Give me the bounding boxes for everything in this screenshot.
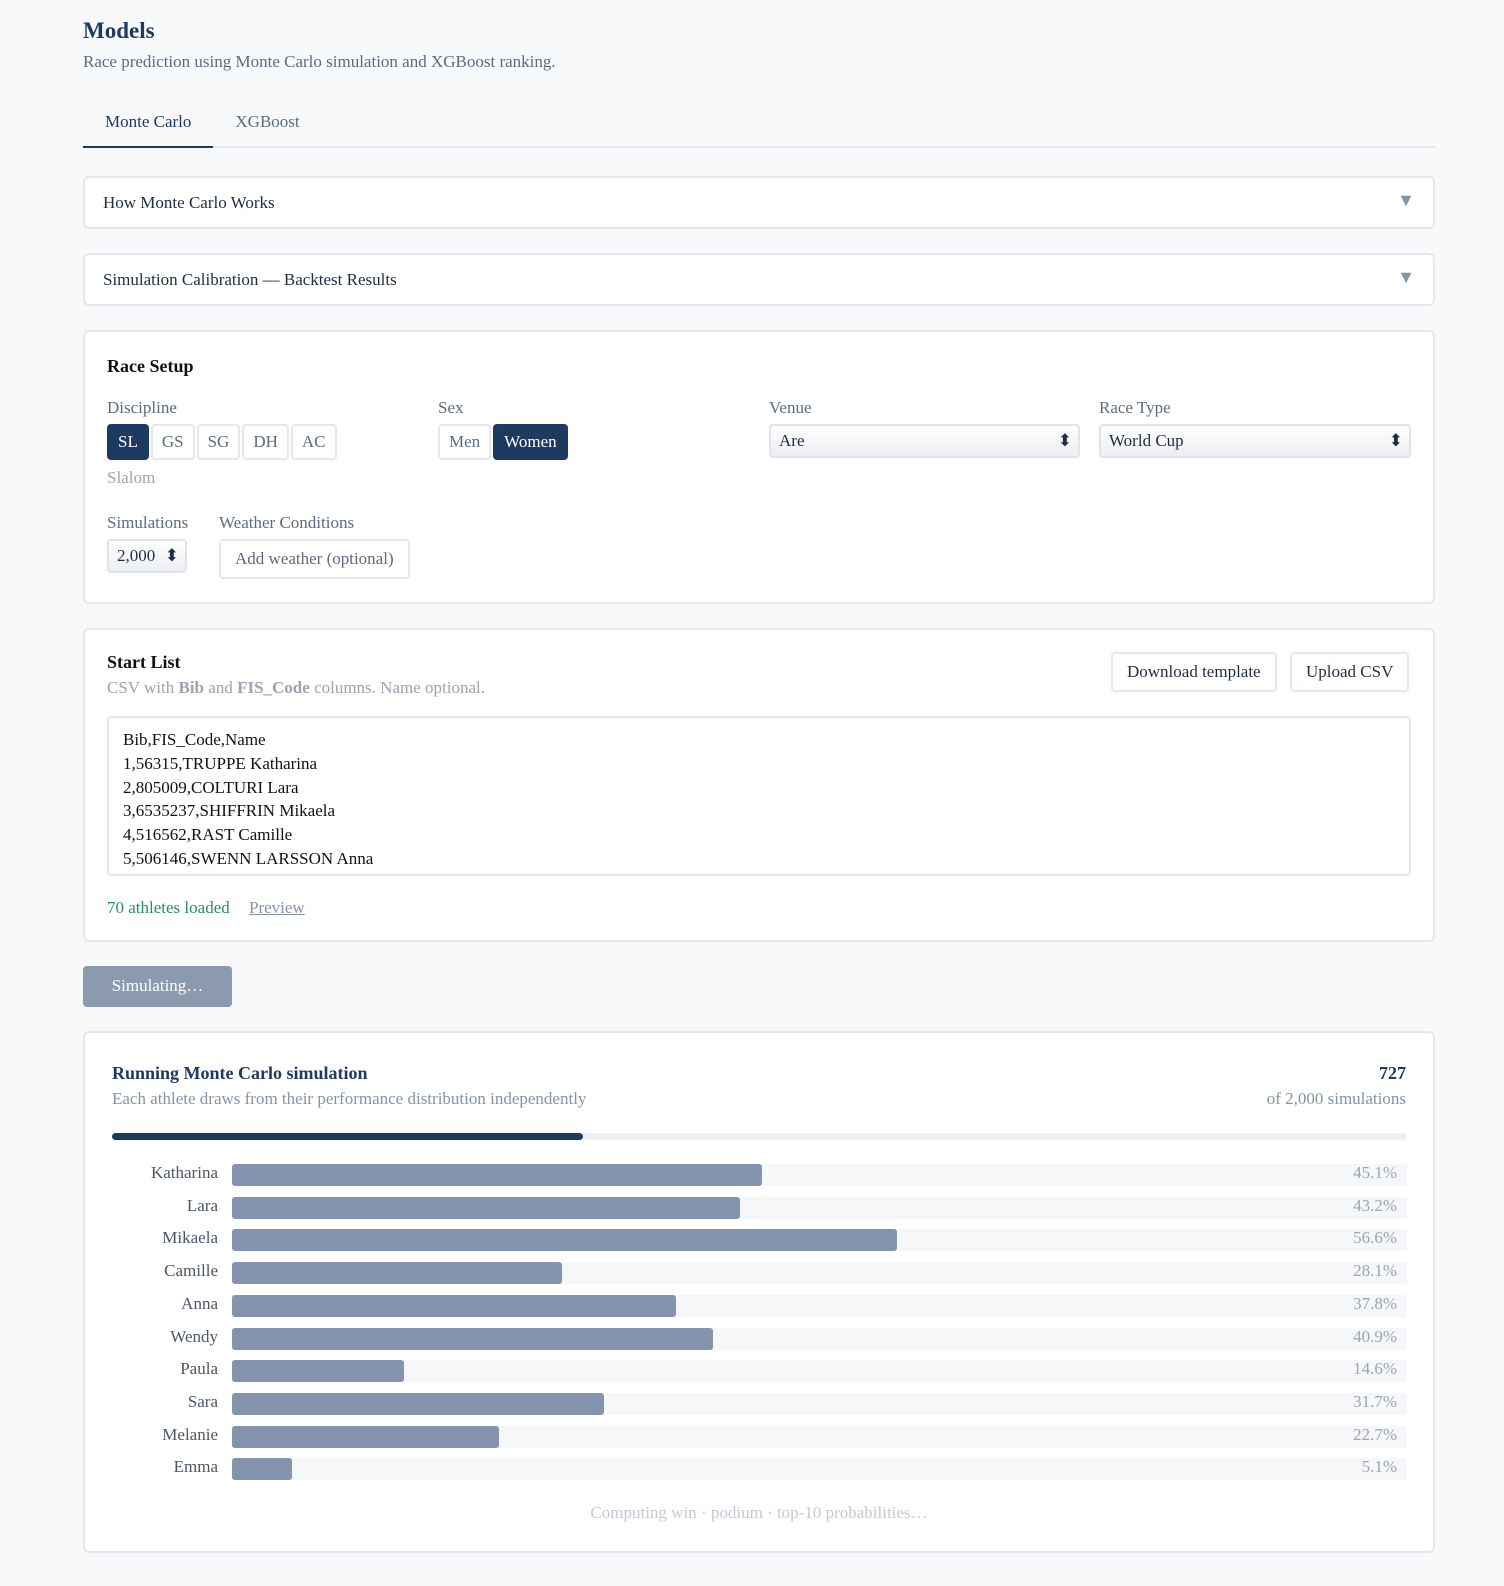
bar [232,1458,292,1481]
discipline-name: Slalom [107,468,156,487]
upload-button[interactable]: Upload CSV [1290,652,1410,692]
bar-track [232,1360,1407,1383]
page-subtitle: Race prediction using Monte Carlo simula… [83,52,556,71]
csv-line: 4,516562,RAST Camille [123,825,293,845]
text: CSV with [107,678,179,697]
athlete-name: Anna [181,1293,218,1313]
venue-select[interactable]: Are [769,424,1080,458]
tab[interactable]: XGBoost [235,112,300,131]
discipline-button[interactable]: SG [196,424,241,460]
simulation-card: Running Monte Carlo simulation Each athl… [83,1031,1435,1553]
athlete-name: Mikaela [162,1228,218,1248]
csv-line: 1,56315,TRUPPE Katharina [123,753,318,773]
text: FIS_Code [237,678,310,697]
sex-button[interactable]: Women [493,424,568,460]
bar [232,1327,713,1350]
race-setup-card: Race Setup Discipline SL GS SG DH AC Slalom … [83,330,1435,604]
csv-line: 3,6535237,SHIFFRIN Mikaela [123,801,336,821]
label: Race Type [1099,398,1171,417]
accordion[interactable]: Simulation Calibration — Backtest Result… [83,253,1435,306]
csv-line: 2,805009,COLTURI Lara [123,777,299,797]
card-title: Race Setup [107,356,194,376]
sex-buttons: Men Women [438,424,570,460]
bar-track [232,1392,1407,1415]
text: Bib [178,678,205,697]
race-type-select[interactable]: World Cup [1099,424,1411,458]
status: 70 athletes loaded [107,898,230,917]
download-button[interactable]: Download template [1111,652,1277,692]
weather-button[interactable]: Add weather (optional) [219,539,410,579]
sex-button[interactable]: Men [438,424,492,460]
bar-track [232,1327,1407,1350]
tab[interactable]: Monte Carlo [83,104,214,148]
bar-track [232,1294,1407,1317]
card-title: Start List [107,652,181,672]
label: Simulations [107,513,189,532]
bar-value: 43.2% [1353,1195,1397,1215]
completed-count: 727 [1379,1063,1406,1083]
progress-bar [112,1133,583,1140]
bar-value: 45.1% [1353,1163,1397,1182]
app: Models Race prediction using Monte Carlo… [83,0,1435,1553]
athlete-name: Melanie [162,1424,218,1444]
card-subtitle: Each athlete draws from their performanc… [112,1089,587,1108]
footer-note: Computing win · podium · top-10 probabil… [590,1503,928,1522]
athlete-name: Sara [187,1391,218,1411]
preview-link[interactable]: Preview [249,898,305,917]
bar-value: 5.1% [1361,1457,1397,1477]
bar-value: 40.9% [1353,1326,1397,1346]
accordion[interactable]: How Monte Carlo Works [83,176,1435,229]
bar [232,1294,677,1317]
progress-track [112,1133,1407,1140]
discipline-button[interactable]: DH [242,424,289,460]
start-list-card: Start List CSV with Bib and FIS_Code col… [83,628,1435,942]
csv-line: Bib,FIS_Code,Name [123,730,266,749]
label: Venue [769,398,812,417]
csv-line: 5,506146,SWENN LARSSON Anna [123,848,374,868]
text: columns. Name optional. [309,678,485,697]
bar-value: 56.6% [1353,1228,1397,1248]
bar-track [232,1425,1407,1448]
simulations-select[interactable]: 2,000 [107,539,187,573]
discipline-button[interactable]: AC [290,424,337,460]
label: Weather Conditions [219,513,355,532]
bar [232,1425,499,1448]
bar [232,1196,740,1219]
bar-track [232,1196,1407,1219]
bar-value: 22.7% [1353,1424,1397,1444]
bar [232,1229,898,1252]
athlete-name: Camille [164,1261,218,1281]
bar-value: 37.8% [1353,1293,1397,1313]
athlete-name: Paula [180,1359,218,1379]
bar-track [232,1229,1407,1252]
page-title: Models [83,18,155,43]
bar-track [232,1458,1407,1481]
athlete-name: Emma [173,1457,218,1477]
tabs: Monte Carlo XGBoost [83,104,1435,148]
card-title: Running Monte Carlo simulation [112,1063,368,1083]
bar-value: 31.7% [1353,1391,1397,1411]
bar-value: 28.1% [1353,1261,1397,1281]
discipline-button[interactable]: SL [107,424,149,460]
bar-value: 14.6% [1353,1359,1397,1379]
label: Discipline [107,398,177,417]
run-button[interactable]: Simulating… [83,966,232,1007]
csv-textarea[interactable]: Bib,FIS_Code,Name 1,56315,TRUPPE Katharin… [107,716,1411,876]
text: and [204,678,238,697]
bar-track [232,1262,1407,1285]
bar-track [232,1164,1407,1186]
bar [232,1262,563,1285]
discipline-button[interactable]: GS [150,424,195,460]
bar [232,1360,404,1383]
total-label: of 2,000 simulations [1266,1089,1406,1108]
label: Sex [438,398,464,417]
athlete-name: Lara [186,1195,218,1215]
athlete-name: Wendy [170,1326,218,1346]
card-desc: CSV with Bib and FIS_Code columns. Name … [107,678,485,698]
bar [232,1392,605,1415]
bar [232,1164,762,1186]
discipline-buttons: SL GS SG DH AC [107,424,339,460]
athlete-name: Katharina [150,1163,218,1182]
